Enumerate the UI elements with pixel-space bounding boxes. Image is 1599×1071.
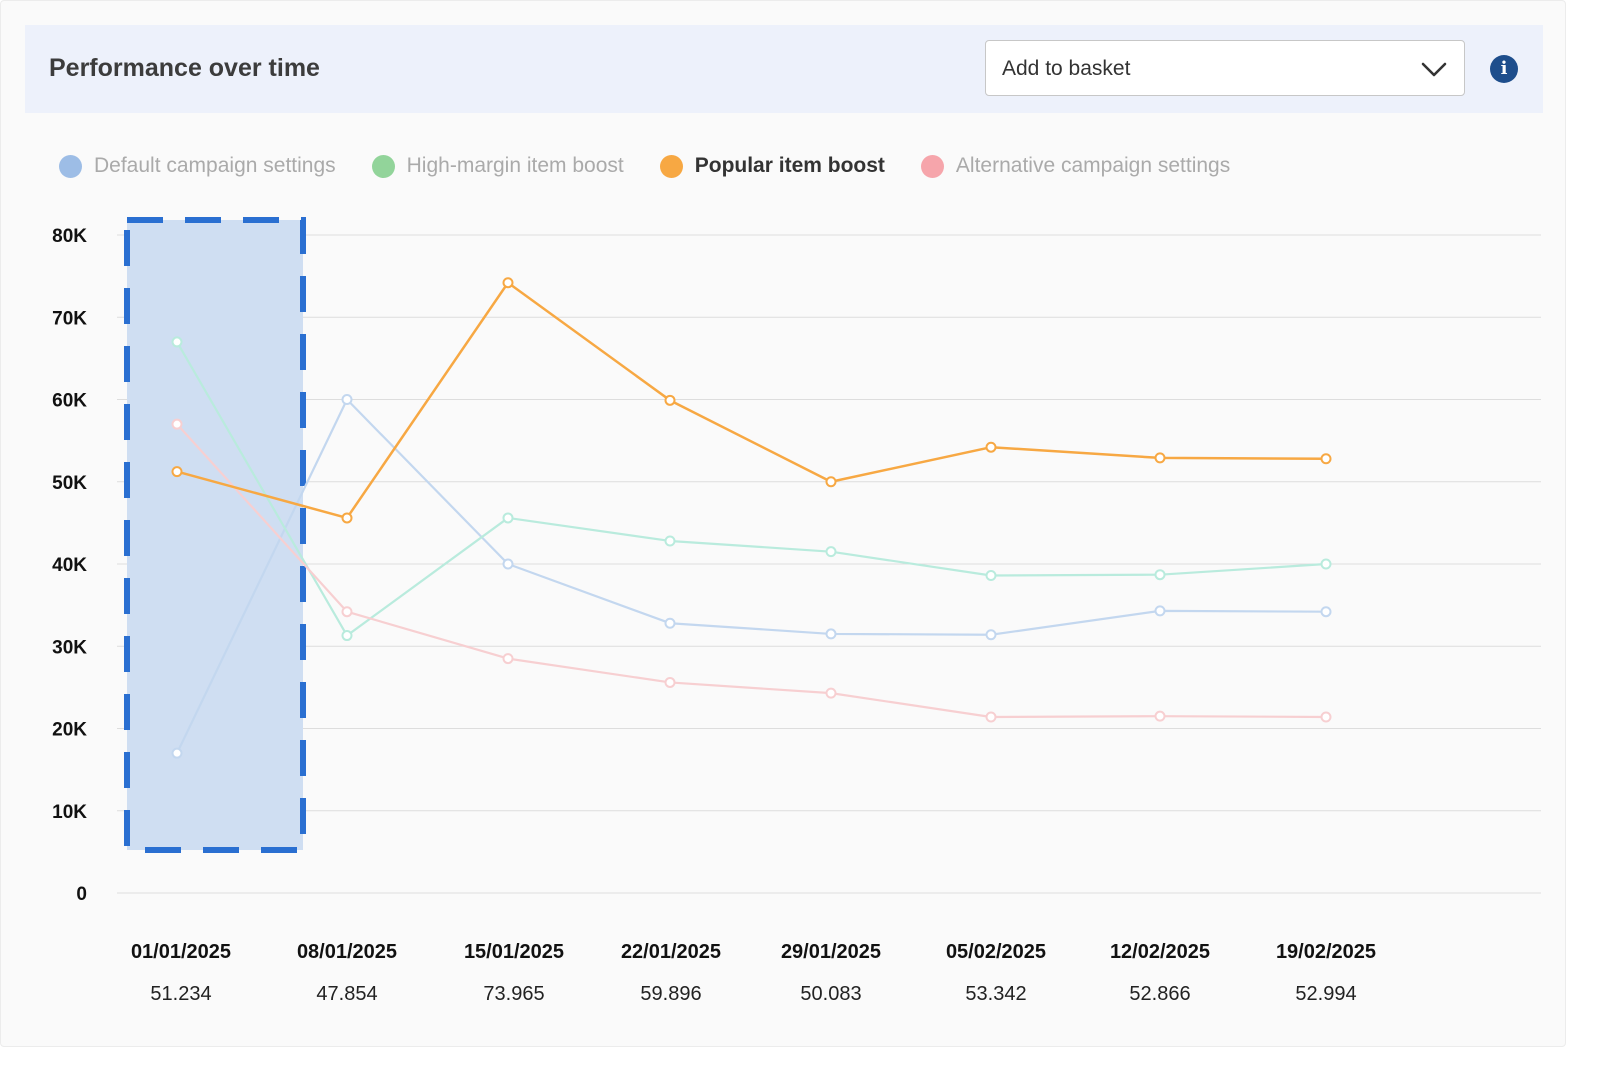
data-label: 51.234 — [150, 983, 211, 1005]
data-label: 59.896 — [640, 983, 701, 1005]
legend-label: Popular item boost — [694, 154, 885, 177]
data-point — [985, 570, 997, 582]
legend-dot-icon — [920, 154, 944, 178]
data-label: 47.854 — [316, 983, 377, 1005]
data-point — [1320, 606, 1332, 618]
data-point — [341, 512, 353, 524]
legend-item-alternative[interactable]: Alternative campaign settings — [920, 154, 1231, 178]
data-point — [985, 441, 997, 453]
legend-item-high-margin[interactable]: High-margin item boost — [371, 154, 624, 178]
chart-legend: Default campaign settings High-margin it… — [59, 151, 1266, 181]
data-point — [502, 277, 514, 289]
data-point — [502, 512, 514, 524]
legend-label: Alternative campaign settings — [955, 154, 1231, 177]
data-point — [825, 687, 837, 699]
data-point — [1154, 710, 1166, 722]
x-tick-label: 29/01/2025 — [781, 941, 881, 963]
data-point — [1154, 605, 1166, 617]
data-label: 52.994 — [1295, 983, 1356, 1005]
legend-label: High-margin item boost — [406, 154, 624, 177]
x-tick-label: 01/01/2025 — [131, 941, 231, 963]
y-tick-label: 30K — [52, 637, 87, 658]
x-tick-label: 05/02/2025 — [946, 941, 1046, 963]
data-point — [1320, 453, 1332, 465]
data-point — [1154, 569, 1166, 581]
x-tick-label: 12/02/2025 — [1110, 941, 1210, 963]
chevron-down-icon — [1421, 62, 1447, 77]
legend-item-popular[interactable]: Popular item boost — [659, 154, 885, 178]
data-point — [825, 628, 837, 640]
info-icon[interactable]: i — [1490, 55, 1518, 83]
performance-card: Performance over time Add to basket i De… — [0, 0, 1566, 1047]
page-title: Performance over time — [49, 54, 320, 82]
data-point — [341, 606, 353, 618]
selected-category-band — [124, 217, 306, 853]
data-point — [664, 676, 676, 688]
series-line — [176, 423, 1327, 719]
data-point — [1320, 558, 1332, 570]
data-point — [171, 466, 183, 478]
x-tick-label: 22/01/2025 — [621, 941, 721, 963]
y-tick-label: 40K — [52, 555, 87, 576]
data-label: 52.866 — [1129, 983, 1190, 1005]
data-point — [1154, 452, 1166, 464]
data-point — [664, 394, 676, 406]
y-tick-label: 10K — [52, 802, 87, 823]
y-tick-label: 50K — [52, 473, 87, 494]
data-label: 50.083 — [800, 983, 861, 1005]
data-point — [171, 418, 183, 430]
data-point — [171, 336, 183, 348]
x-tick-label: 19/02/2025 — [1276, 941, 1376, 963]
data-point — [502, 558, 514, 570]
data-point — [171, 747, 183, 759]
card-header: Performance over time Add to basket i — [25, 25, 1543, 113]
y-tick-label: 70K — [52, 308, 87, 329]
line-chart: 0 10K 20K 30K 40K 50K 60K 70K 80K 01/01/2025 51.23… — [52, 217, 1541, 1005]
legend-dot-icon — [59, 154, 82, 178]
x-tick-label: 08/01/2025 — [297, 941, 397, 963]
data-point — [341, 394, 353, 405]
y-tick-label: 0 — [76, 884, 87, 905]
legend-dot-icon — [659, 154, 683, 178]
metric-dropdown-value: Add to basket — [1002, 57, 1131, 80]
legend-item-default[interactable]: Default campaign settings — [59, 154, 336, 178]
series-line — [176, 281, 1327, 520]
x-tick-label: 15/01/2025 — [464, 941, 564, 963]
y-tick-label: 80K — [52, 226, 87, 247]
legend-label: Default campaign settings — [94, 154, 336, 177]
y-tick-label: 20K — [52, 720, 87, 741]
data-point — [664, 617, 676, 629]
series-line — [176, 398, 1327, 754]
data-label: 73.965 — [483, 983, 544, 1005]
data-point — [985, 629, 997, 641]
metric-dropdown[interactable]: Add to basket — [985, 40, 1465, 96]
data-point — [985, 711, 997, 723]
data-point — [341, 630, 353, 642]
data-point — [1320, 711, 1332, 723]
data-point — [825, 546, 837, 558]
data-point — [502, 653, 514, 665]
data-point — [664, 535, 676, 547]
legend-dot-icon — [371, 154, 395, 178]
data-point — [825, 476, 837, 488]
y-tick-label: 60K — [52, 391, 87, 412]
data-label: 53.342 — [965, 983, 1026, 1005]
series-line — [176, 341, 1327, 637]
